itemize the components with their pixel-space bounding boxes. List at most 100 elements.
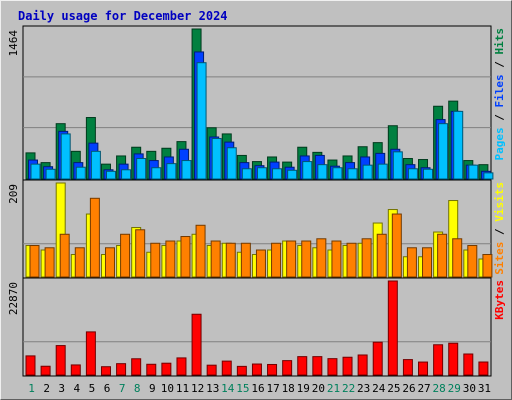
hits-bar-pages-day-8	[136, 158, 147, 180]
legend-entry: /	[493, 108, 506, 128]
kbytes-bar-kbytes-day-24	[372, 341, 383, 376]
legend-entry: Files	[493, 74, 506, 107]
x-tick-label-day-1: 1	[28, 382, 35, 395]
visits-bar-sites-day-5	[89, 197, 100, 278]
visits-bar-sites-day-19	[301, 240, 312, 278]
visits-bar-sites-day-6	[104, 247, 115, 278]
kbytes-bar-kbytes-day-6	[100, 366, 111, 376]
kbytes-bar-kbytes-day-13	[206, 364, 217, 376]
visits-legend: Sites / Visits	[493, 182, 506, 275]
x-tick-label-day-18: 18	[282, 382, 295, 395]
x-tick-label-day-17: 17	[266, 382, 279, 395]
visits-bar-sites-day-24	[376, 233, 387, 278]
visits-bar-sites-day-25	[391, 213, 402, 278]
visits-bar-sites-day-1	[29, 245, 40, 278]
visits-bar-sites-day-15	[240, 242, 251, 278]
kbytes-bar-kbytes-day-11	[176, 357, 187, 376]
x-tick-label-day-9: 9	[149, 382, 156, 395]
legend-entry: /	[493, 222, 506, 242]
x-tick-label-day-14: 14	[221, 382, 235, 395]
legend-entry: KBytes	[493, 280, 506, 320]
chart-panels: 1464 Pages / Files / Hits 209 Sites / Visit…	[7, 25, 506, 377]
hits-bar-pages-day-7	[121, 169, 132, 180]
visits-bar-sites-day-9	[150, 242, 161, 278]
hits-bar-pages-day-3	[60, 133, 71, 180]
kbytes-bar-kbytes-day-1	[25, 355, 36, 376]
hits-bar-pages-day-10	[166, 163, 177, 180]
kbytes-bar-kbytes-day-21	[327, 358, 338, 376]
hits-bar-pages-day-15	[241, 168, 252, 180]
visits-bar-sites-day-26	[406, 247, 417, 278]
kbytes-bar-kbytes-day-17	[267, 363, 278, 376]
x-tick-label-day-27: 27	[417, 382, 430, 395]
x-tick-label-day-11: 11	[176, 382, 189, 395]
visits-bar-sites-day-29	[452, 238, 463, 278]
x-tick-label-day-8: 8	[134, 382, 141, 395]
chart-title: Daily usage for December 2024	[18, 9, 228, 23]
visits-bar-sites-day-23	[361, 238, 372, 278]
x-tick-label-day-31: 31	[478, 382, 491, 395]
hits-bar-pages-day-6	[105, 170, 116, 180]
hits-plot-area	[22, 25, 492, 181]
hits-bar-pages-day-11	[181, 160, 192, 180]
visits-bar-sites-day-4	[74, 247, 85, 278]
kbytes-plot-area	[22, 277, 492, 377]
x-tick-label-day-19: 19	[297, 382, 310, 395]
legend-entry: Visits	[493, 182, 506, 222]
kbytes-bar-kbytes-day-4	[70, 364, 81, 376]
x-tick-label-day-12: 12	[191, 382, 204, 395]
x-tick-label-day-13: 13	[206, 382, 219, 395]
x-tick-label-day-7: 7	[119, 382, 126, 395]
visits-bar-sites-day-10	[165, 240, 176, 278]
kbytes-bar-kbytes-day-8	[131, 358, 142, 376]
legend-entry: Pages	[493, 127, 506, 160]
legend-entry: /	[493, 55, 506, 75]
x-tick-label-day-20: 20	[312, 382, 325, 395]
visits-bar-sites-day-13	[210, 240, 221, 278]
kbytes-bar-kbytes-day-9	[146, 363, 157, 376]
hits-bar-pages-day-24	[377, 163, 388, 180]
visits-bar-sites-day-27	[422, 247, 433, 278]
x-tick-label-day-23: 23	[357, 382, 370, 395]
hits-bar-pages-day-20	[317, 164, 328, 180]
kbytes-bar-kbytes-day-16	[251, 363, 262, 376]
hits-bar-pages-day-28	[438, 123, 449, 180]
hits-bar-pages-day-27	[423, 168, 434, 180]
visits-bar-sites-day-22	[346, 242, 357, 278]
hits-bar-pages-day-13	[211, 138, 222, 180]
x-tick-label-day-2: 2	[43, 382, 50, 395]
kbytes-legend: KBytes	[493, 280, 506, 320]
kbytes-bar-kbytes-day-31	[478, 361, 489, 376]
visits-bar-sites-day-18	[286, 240, 297, 278]
x-tick-label-day-6: 6	[104, 382, 111, 395]
kbytes-bar-kbytes-day-10	[161, 362, 172, 376]
hits-bar-pages-day-25	[392, 151, 403, 180]
legend-entry: Hits	[493, 28, 506, 55]
kbytes-bar-kbytes-day-18	[282, 360, 293, 376]
x-tick-label-day-25: 25	[387, 382, 400, 395]
x-tick-label-day-29: 29	[448, 382, 461, 395]
hits-bar-pages-day-29	[453, 110, 464, 180]
visits-bar-sites-day-28	[437, 233, 448, 278]
kbytes-bar-kbytes-day-28	[433, 344, 444, 376]
visits-bar-sites-day-31	[482, 254, 493, 278]
kbytes-bar-kbytes-day-5	[85, 331, 96, 376]
kbytes-bar-kbytes-day-29	[448, 342, 459, 376]
kbytes-bar-kbytes-day-26	[402, 359, 413, 376]
hits-bar-pages-day-9	[151, 167, 162, 180]
visits-bar-sites-day-16	[255, 249, 266, 278]
x-tick-label-day-3: 3	[58, 382, 65, 395]
hits-bar-pages-day-30	[468, 164, 479, 180]
visits-bar-sites-day-2	[44, 247, 55, 278]
kbytes-bar-kbytes-day-30	[463, 353, 474, 376]
visits-bar-sites-day-7	[120, 233, 131, 278]
hits-bar-pages-day-2	[45, 168, 56, 180]
hits-bar-pages-day-23	[362, 164, 373, 180]
hits-bar-pages-day-31	[483, 172, 494, 180]
visits-bar-sites-day-3	[59, 233, 70, 278]
hits-bar-pages-day-17	[272, 168, 283, 180]
hits-bar-pages-day-22	[347, 168, 358, 180]
visits-bar-sites-day-30	[467, 245, 478, 278]
legend-entry: Sites	[493, 242, 506, 275]
kbytes-bar-kbytes-day-15	[236, 365, 247, 376]
